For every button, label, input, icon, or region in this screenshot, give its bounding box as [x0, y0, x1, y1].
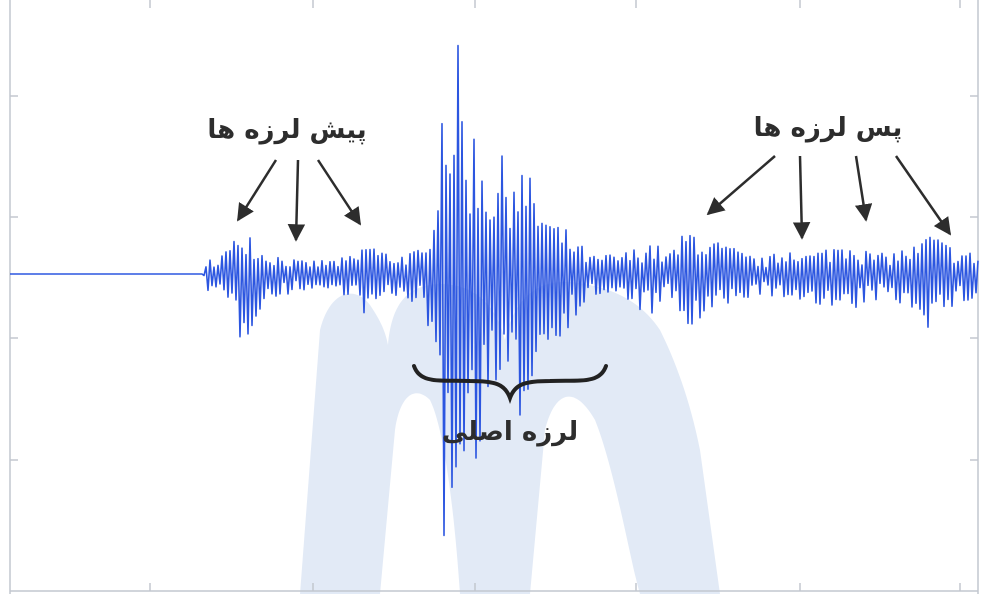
foreshocks-label: پیش لرزه ها [207, 115, 366, 145]
foreshock-arrow [236, 159, 278, 222]
aftershock-arrow [894, 155, 952, 236]
foreshock-arrow [287, 159, 306, 242]
signal-series-line [10, 44, 979, 537]
aftershocks-label: پس لرزه ها [754, 113, 903, 143]
aftershock-arrow [854, 155, 873, 222]
annotation-arrows [236, 155, 952, 242]
aftershock-arrow [706, 155, 776, 216]
watermark-logo [300, 281, 720, 594]
mainshock-brace [412, 364, 608, 404]
aftershock-arrow [792, 155, 811, 240]
mainshock-label: لرزه اصلی [442, 417, 578, 447]
plot-frame [9, 0, 979, 594]
axis-ticks [10, 0, 978, 591]
foreshock-arrow [316, 159, 362, 226]
